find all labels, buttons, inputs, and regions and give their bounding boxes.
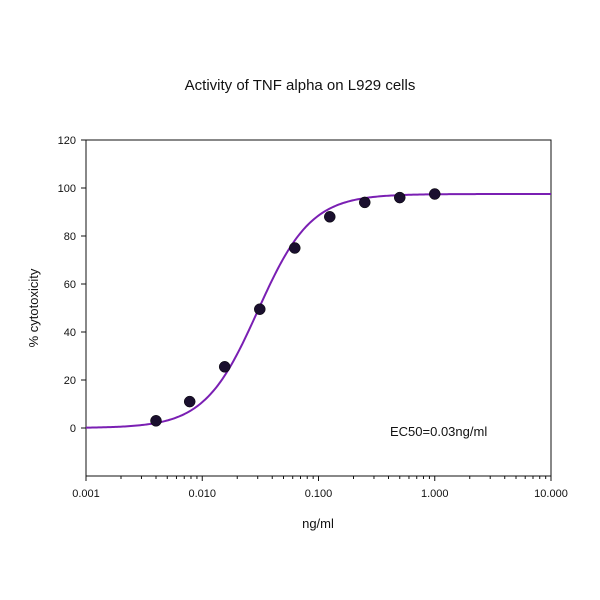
x-tick-label: 1.000 — [421, 488, 449, 500]
x-axis-label: ng/ml — [302, 516, 334, 531]
data-point — [183, 395, 196, 408]
data-point — [218, 361, 231, 373]
x-axis: 0.001 0.010 0.100 1.000 10.000 — [72, 476, 568, 500]
y-tick-label: 40 — [64, 327, 76, 339]
y-axis: 120 100 80 60 40 20 0 — [58, 135, 86, 435]
x-tick-label: 0.010 — [188, 488, 216, 500]
x-tick-label: 10.000 — [534, 488, 568, 500]
data-point — [324, 211, 336, 223]
data-point — [254, 303, 266, 315]
y-tick-label: 120 — [58, 135, 76, 147]
data-points — [150, 188, 441, 427]
x-tick-label: 0.100 — [305, 488, 333, 500]
y-tick-label: 60 — [64, 279, 76, 291]
x-tick-label: 0.001 — [72, 488, 100, 500]
data-point — [429, 188, 441, 200]
data-point — [359, 196, 371, 209]
y-tick-label: 0 — [70, 423, 76, 435]
data-point — [394, 191, 406, 204]
y-axis-label: % cytotoxicity — [26, 268, 41, 347]
chart-title: Activity of TNF alpha on L929 cells — [185, 77, 416, 94]
data-point — [150, 415, 162, 427]
y-tick-label: 20 — [64, 375, 76, 387]
fit-curve — [85, 193, 551, 429]
ec50-annotation: EC50=0.03ng/ml — [390, 424, 487, 439]
y-tick-label: 80 — [64, 231, 76, 243]
y-tick-label: 100 — [58, 183, 76, 195]
data-point — [289, 242, 301, 254]
